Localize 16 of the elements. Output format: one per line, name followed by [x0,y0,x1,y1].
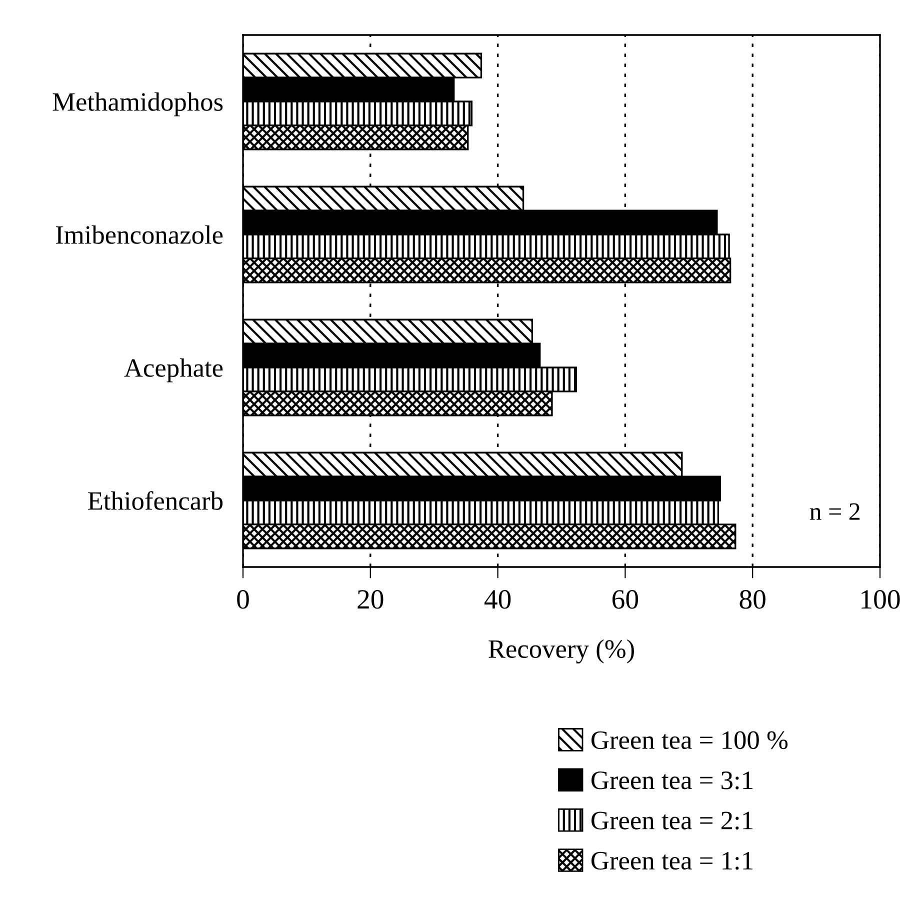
y-tick-label: Methamidophos [52,92,223,116]
x-tick-label: 80 [740,590,766,609]
x-axis-title: Recovery (%) [488,639,634,664]
x-tick-label: 0 [237,590,249,609]
legend-label: Green tea = 100 % [592,731,788,750]
x-tick-label: 60 [612,590,638,609]
y-tick-label: Imibenconazole [56,225,223,244]
x-tick-label: 40 [484,590,511,609]
legend-label: Green tea = 2:1 [592,812,752,830]
y-tick-label: Ethiofencarb [88,491,223,510]
y-tick-label: Acephate [124,358,223,382]
legend-label: Green tea = 1:1 [592,852,752,870]
x-tick-label: 20 [358,590,384,609]
legend-label: Green tea = 3:1 [592,772,752,790]
annotation: n = 2 [810,503,860,520]
x-tick-label: 100 [862,590,900,609]
